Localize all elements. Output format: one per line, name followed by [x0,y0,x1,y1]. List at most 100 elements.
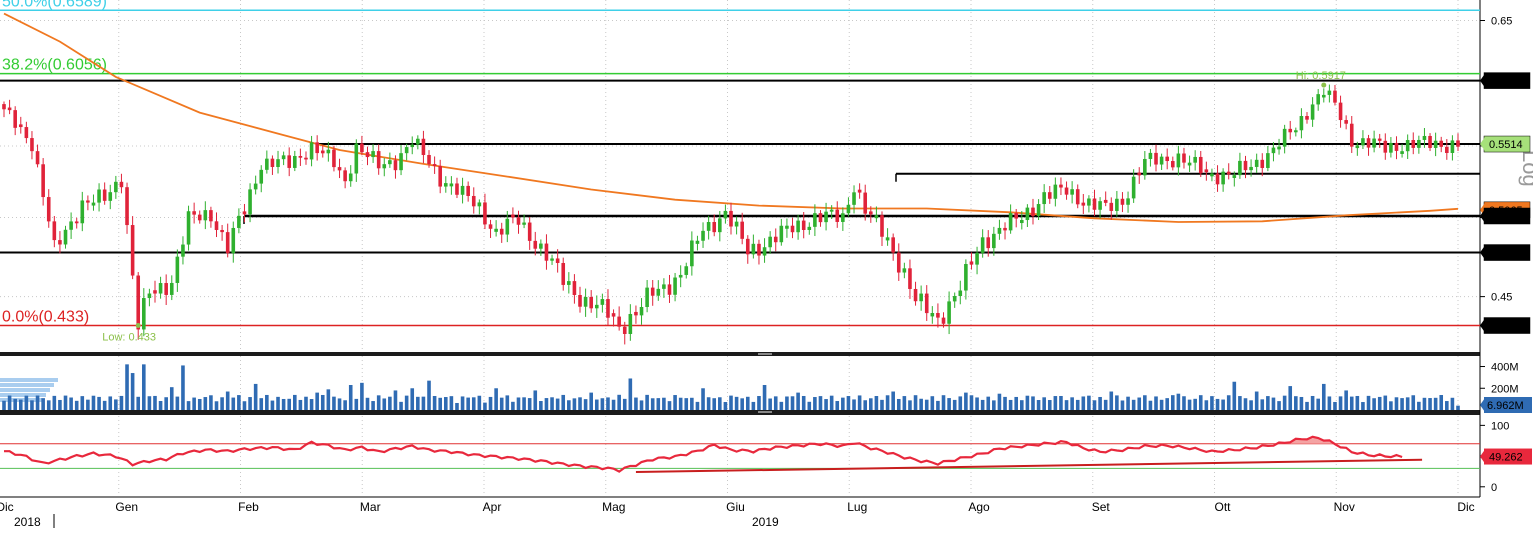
volume-bar [947,398,951,410]
panel-resize-handle[interactable] [758,353,772,355]
rsi-tick-label: 0 [1491,482,1497,494]
volume-bar [399,401,403,410]
candle-down [102,189,107,201]
candle-down [1198,156,1203,174]
candle-down [46,197,51,222]
candle-up [567,281,571,285]
candle-up [964,264,968,291]
candle-down [1439,140,1444,147]
candle-down [7,107,12,111]
volume-bar [86,399,90,410]
month-label: Mar [360,500,381,514]
volume-bar [1405,397,1410,410]
volume-bar [762,385,767,410]
volume-bar [1349,396,1354,410]
volume-bar [1445,401,1449,410]
volume-bar [7,395,12,410]
volume-bar [1131,399,1136,410]
volume-bar [320,394,325,410]
volume-bar [225,391,230,410]
candle-up [813,213,817,227]
level-badge-text: 0.501 [1489,211,1517,223]
volume-bar [449,396,454,410]
volume-bar [147,396,152,410]
volume-bar [969,395,974,410]
volume-bar [913,395,918,410]
volume-bar [30,400,34,410]
candle-up [706,222,711,231]
volume-bar [494,388,498,410]
volume-bar [891,391,895,410]
candle-down [13,110,17,128]
candle-up [1417,139,1421,148]
candle-up [460,185,465,195]
candle-up [494,228,498,232]
candle-down [516,217,521,225]
volume-bar [835,401,840,410]
volume-bar [555,398,560,410]
candle-down [986,237,991,249]
candle-down [857,189,862,193]
volume-bar [63,395,68,410]
candle-up [594,304,599,309]
candle-up [1238,160,1242,176]
candle-up [186,211,191,245]
volume-bar [505,395,510,410]
candle-down [192,211,196,215]
volume-bar [841,397,845,410]
volume-bar [1165,398,1169,410]
candle-up [1159,156,1164,165]
candle-down [1182,153,1186,163]
volume-bar [360,382,364,410]
candle-down [1338,102,1343,121]
volume-bar [432,396,437,410]
volume-bar [824,399,828,410]
month-label: Feb [238,500,259,514]
candle-up [522,222,526,225]
panel-resize-handle[interactable] [758,411,772,413]
volume-bar [1081,396,1086,410]
candle-up [1266,153,1270,168]
volume-bar [1120,400,1125,410]
candle-down [438,165,442,187]
volume-bar [1361,402,1365,410]
volume-bar [880,399,884,410]
volume-bar [376,395,381,410]
candle-up [281,155,286,160]
candle-down [1366,138,1371,148]
candle-down [1243,160,1248,171]
volume-bar [58,399,62,410]
volume-bar [768,398,772,410]
candle-up [1087,198,1091,206]
volume-bar [192,397,196,410]
volume-bar [1003,396,1007,410]
candle-down [757,243,761,256]
volume-bar [242,401,247,410]
candle-up [348,173,353,182]
volume-bar [779,401,784,410]
candle-down [376,151,381,169]
volume-bar [1143,395,1147,410]
candle-down [650,287,655,296]
level-badge-text: 0.60 [1489,76,1510,88]
candle-up [309,142,314,160]
candle-up [1210,173,1214,177]
candle-up [874,215,879,219]
candle-down [533,240,538,249]
volume-bar [1271,397,1276,410]
volume-bar [1070,397,1074,410]
volume-bar [1014,396,1019,410]
month-label: Mag [602,500,625,514]
volume-bar [684,398,689,410]
candle-up [1450,140,1455,153]
volume-bar [527,398,532,410]
volume-bar [975,397,979,410]
volume-bar [1383,395,1388,410]
volume-bar [1098,396,1102,410]
volume-bar [673,395,677,410]
volume-bar [645,394,649,410]
volume-bar [561,394,566,410]
volume-badge-text: 6.962M [1487,400,1524,412]
candle-up [477,202,482,207]
candle-down [1226,171,1231,175]
